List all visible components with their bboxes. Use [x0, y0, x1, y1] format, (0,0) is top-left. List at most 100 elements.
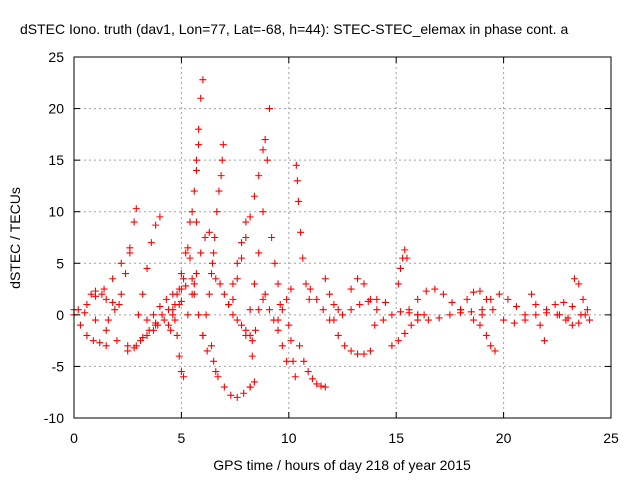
data-point: [238, 254, 246, 262]
data-point: [186, 254, 194, 262]
data-point: [446, 311, 454, 319]
data-point: [156, 303, 164, 311]
data-point: [414, 311, 422, 319]
data-point: [74, 306, 82, 314]
data-point: [581, 311, 589, 319]
chart-title: dSTEC Iono. truth (dav1, Lon=77, Lat=-68…: [20, 21, 568, 37]
data-point: [334, 331, 342, 339]
data-point: [113, 337, 121, 345]
y-tick-label: 20: [48, 101, 64, 117]
data-point: [296, 342, 304, 350]
x-tick-labels: 0 5 10 15 20 25: [70, 430, 619, 446]
data-point: [388, 311, 396, 319]
data-point: [173, 331, 181, 339]
data-point: [240, 389, 248, 397]
data-point: [126, 244, 134, 252]
data-point: [293, 177, 301, 185]
data-point: [214, 373, 222, 381]
data-point: [117, 290, 125, 298]
data-point: [233, 316, 241, 324]
data-point: [308, 375, 316, 383]
data-point: [139, 334, 147, 342]
y-tick-label: -5: [52, 358, 65, 374]
data-point: [261, 290, 269, 298]
x-tick-label: 15: [388, 430, 404, 446]
data-point: [233, 393, 241, 401]
y-tick-label: 5: [56, 255, 64, 271]
data-point: [175, 301, 183, 309]
data-point: [396, 264, 404, 272]
data-point: [319, 306, 327, 314]
data-point: [313, 380, 321, 388]
data-point: [102, 295, 110, 303]
data-point: [220, 290, 228, 298]
data-point: [255, 172, 263, 180]
data-point: [152, 321, 160, 329]
data-point: [255, 249, 263, 257]
data-point: [184, 311, 192, 319]
data-point: [261, 136, 269, 144]
data-point: [115, 301, 123, 309]
data-point: [422, 287, 430, 295]
data-point: [394, 337, 402, 345]
data-point: [184, 244, 192, 252]
data-point: [334, 306, 342, 314]
data-point: [274, 326, 282, 334]
x-tick-label: 10: [281, 430, 297, 446]
data-point: [143, 316, 151, 324]
data-point: [476, 287, 484, 295]
data-point: [199, 331, 207, 339]
data-point: [203, 347, 211, 355]
y-tick-label: 10: [48, 204, 64, 220]
data-point: [300, 357, 308, 365]
data-point: [143, 331, 151, 339]
data-point: [182, 249, 190, 257]
data-point: [212, 275, 220, 283]
data-point: [366, 347, 374, 355]
data-point: [528, 290, 536, 298]
data-point: [134, 311, 142, 319]
y-tick-label: -10: [44, 410, 64, 426]
data-point: [219, 141, 227, 149]
data-point: [339, 311, 346, 319]
data-point: [248, 352, 256, 360]
data-point: [265, 105, 273, 113]
y-axis-label: dSTEC / TECUs: [7, 187, 23, 289]
data-point: [143, 264, 151, 272]
data-point: [401, 246, 409, 254]
data-point: [227, 391, 235, 399]
data-point: [330, 301, 338, 309]
data-point: [274, 316, 282, 324]
data-point: [158, 311, 166, 319]
data-point: [207, 270, 215, 278]
data-point: [216, 280, 224, 288]
data-point: [356, 301, 364, 309]
x-tick-label: 0: [70, 430, 78, 446]
data-point: [463, 295, 471, 303]
data-point: [448, 298, 456, 306]
data-point: [457, 306, 465, 314]
data-point: [291, 373, 299, 381]
data-point: [283, 295, 291, 303]
data-point: [579, 295, 587, 303]
data-point: [373, 295, 381, 303]
data-point: [495, 290, 503, 298]
data-point: [180, 275, 188, 283]
data-point: [177, 270, 185, 278]
data-point: [210, 357, 218, 365]
data-point: [192, 166, 200, 174]
data-point: [276, 301, 284, 309]
plot-frame: [73, 56, 612, 419]
data-point: [173, 290, 181, 298]
data-point: [274, 280, 282, 288]
data-point: [487, 295, 495, 303]
data-point: [169, 311, 177, 319]
data-point: [145, 326, 153, 334]
data-point: [250, 378, 258, 386]
data-point: [551, 301, 559, 309]
x-axis-label: GPS time / hours of day 218 of year 2015: [213, 457, 471, 473]
data-point: [202, 311, 210, 319]
data-point: [540, 337, 548, 345]
data-point: [532, 311, 540, 319]
data-point: [242, 234, 250, 241]
